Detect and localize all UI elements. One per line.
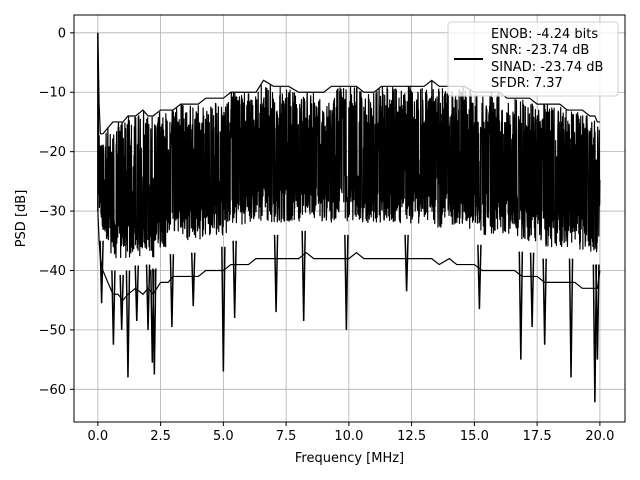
psd-dip-spike	[134, 265, 140, 322]
x-tick-label: 5.0	[213, 429, 234, 444]
psd-noise-trace	[97, 51, 601, 259]
y-tick-label: −20	[39, 145, 66, 160]
psd-dip-spike	[301, 230, 306, 322]
psd-dip-spike	[518, 251, 524, 360]
psd-dip-spike	[119, 274, 124, 330]
x-tick-label: 7.5	[276, 429, 297, 444]
legend: ENOB: -4.24 bits SNR: -23.74 dB SINAD: -…	[447, 21, 619, 97]
y-tick-label: −10	[39, 86, 66, 101]
psd-dip-spike	[344, 234, 349, 330]
x-tick-label: 10.0	[334, 429, 363, 444]
x-tick-label: 15.0	[460, 429, 489, 444]
plot-area	[97, 32, 601, 403]
psd-dip-spike	[152, 268, 157, 375]
psd-dip-spike	[542, 258, 547, 345]
psd-dip-spike	[595, 264, 600, 360]
legend-label-snr: SNR: -23.74 dB	[491, 43, 589, 58]
y-axis-ticks: 0 −10 −20 −30 −40 −50 −60	[39, 26, 74, 398]
legend-label-sinad: SINAD: -23.74 dB	[491, 60, 603, 75]
psd-dip-spike	[125, 270, 131, 378]
y-tick-label: −60	[39, 383, 66, 398]
psd-dip-spike	[221, 246, 226, 372]
x-tick-label: 17.5	[523, 429, 552, 444]
axes-frame	[73, 14, 626, 423]
psd-dip-spike	[568, 258, 574, 378]
psd-dip-spike	[404, 234, 409, 292]
psd-dip-spike	[111, 270, 116, 345]
x-tick-label: 20.0	[585, 429, 614, 444]
psd-dip-spike	[529, 252, 535, 327]
y-tick-label: −40	[39, 264, 66, 279]
psd-dip-spike	[477, 244, 482, 310]
y-axis-label: PSD [dB]	[14, 190, 29, 248]
psd-dip-spike	[190, 252, 196, 307]
x-axis-label: Frequency [MHz]	[295, 451, 404, 466]
y-tick-label: 0	[58, 26, 66, 41]
legend-label-sfdr: SFDR: 7.37	[491, 76, 563, 91]
legend-box	[447, 21, 619, 97]
x-tick-label: 12.5	[397, 429, 426, 444]
psd-dip-spike	[232, 240, 237, 319]
y-tick-label: −50	[39, 323, 66, 338]
legend-label-enob: ENOB: -4.24 bits	[491, 27, 598, 42]
x-tick-label: 2.5	[150, 429, 171, 444]
x-axis-ticks: 0.0 2.5 5.0 7.5 10.0 12.5 15.0 17.5 20.0	[88, 422, 614, 444]
y-tick-label: −30	[39, 205, 66, 220]
psd-dip-spike	[99, 240, 104, 304]
psd-upper-envelope	[97, 32, 600, 135]
x-tick-label: 0.0	[88, 429, 109, 444]
psd-dip-spike	[273, 234, 279, 313]
psd-dip-spike	[145, 264, 151, 330]
psd-dip-spike	[169, 254, 175, 327]
